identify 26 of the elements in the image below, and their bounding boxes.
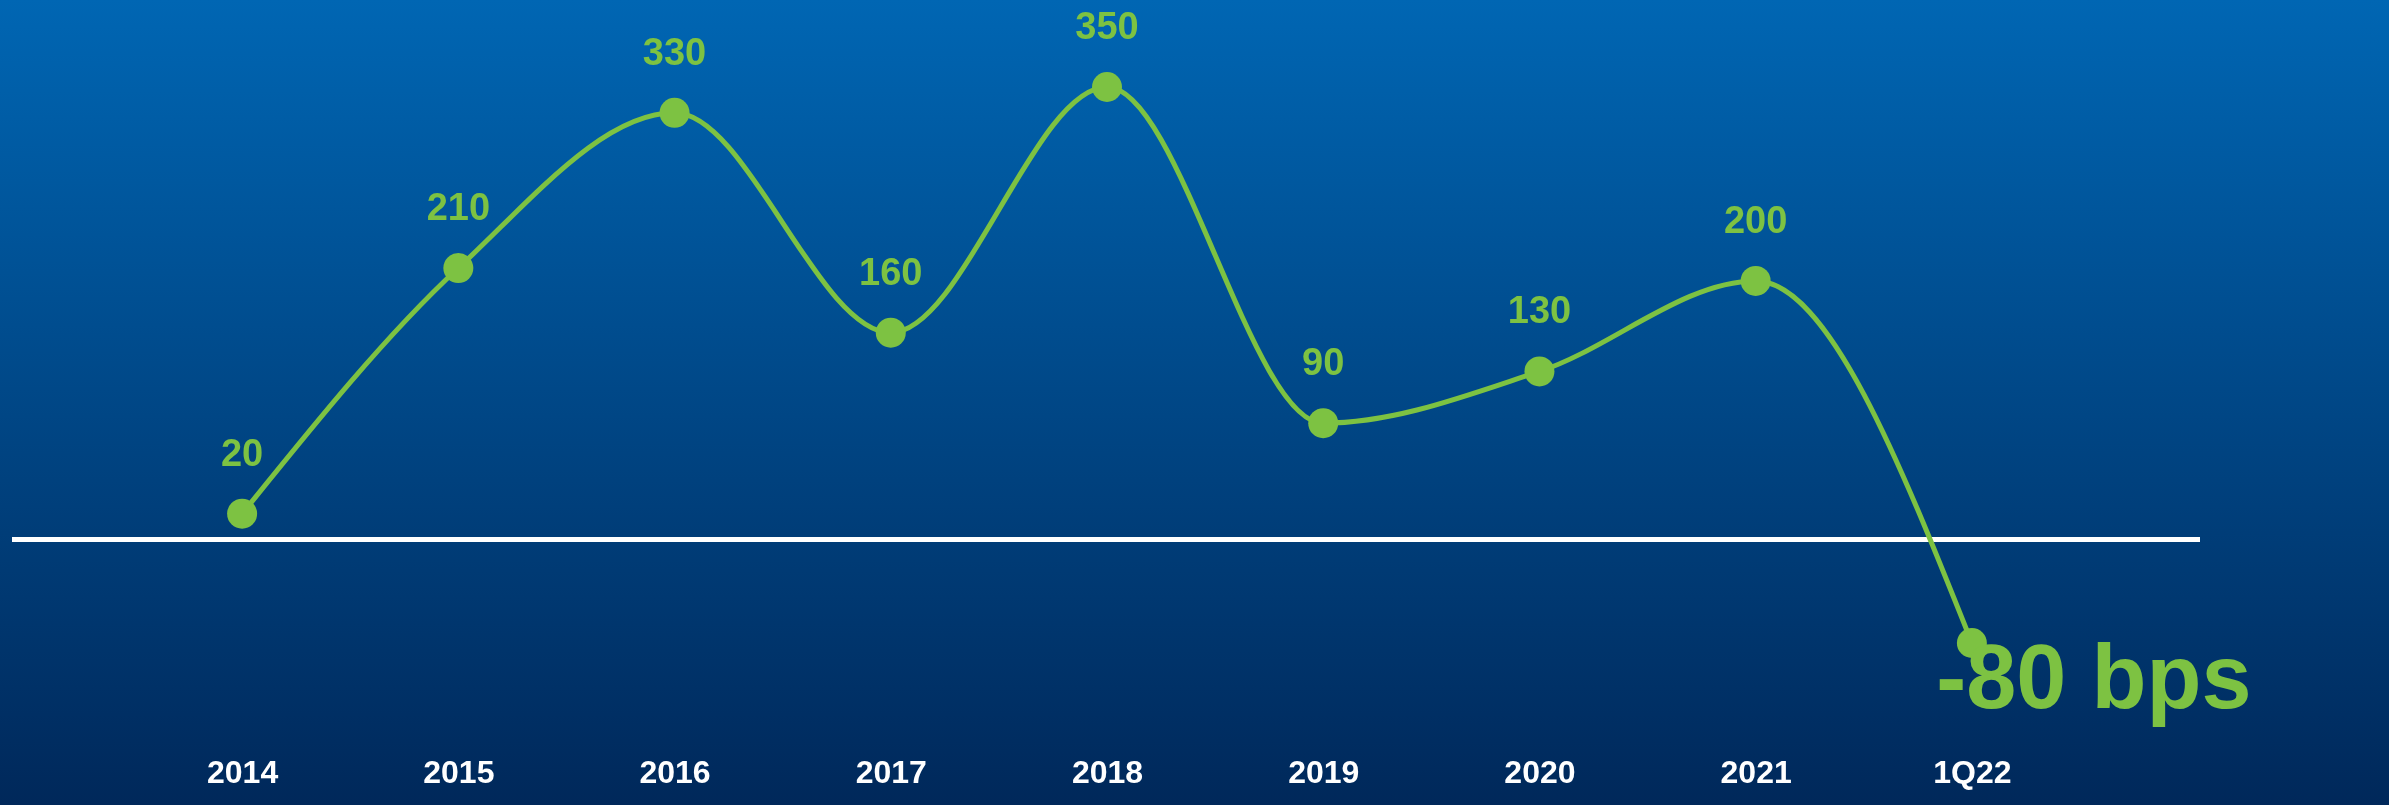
point (227, 498, 258, 529)
x-tick-label: 2021 (1720, 753, 1792, 790)
data-label: 350 (1075, 5, 1139, 47)
point (1092, 72, 1122, 102)
point (1524, 356, 1555, 387)
x-tick-label: 2017 (855, 753, 927, 790)
x-tick-label: 2020 (1504, 753, 1576, 790)
data-label: 90 (1302, 341, 1345, 384)
data-label: 330 (642, 30, 707, 73)
point (659, 97, 690, 128)
x-tick-label: 2019 (1288, 753, 1360, 790)
data-label: 160 (859, 250, 923, 293)
point (1308, 408, 1339, 439)
x-tick-label: 2015 (423, 753, 495, 790)
data-label: 210 (426, 186, 491, 229)
data-label: 200 (1723, 198, 1788, 241)
data-label: 20 (220, 431, 264, 474)
x-tick-label: 1Q22 (1933, 753, 2012, 790)
data-label: 130 (1507, 289, 1572, 332)
point (1740, 265, 1771, 296)
x-tick-label: 2016 (639, 753, 711, 790)
point (875, 317, 906, 348)
point (443, 253, 474, 283)
data-label: -80 bps (1936, 627, 2252, 727)
x-tick-label: 2014 (207, 753, 279, 790)
x-tick-label: 2018 (1071, 753, 1144, 790)
